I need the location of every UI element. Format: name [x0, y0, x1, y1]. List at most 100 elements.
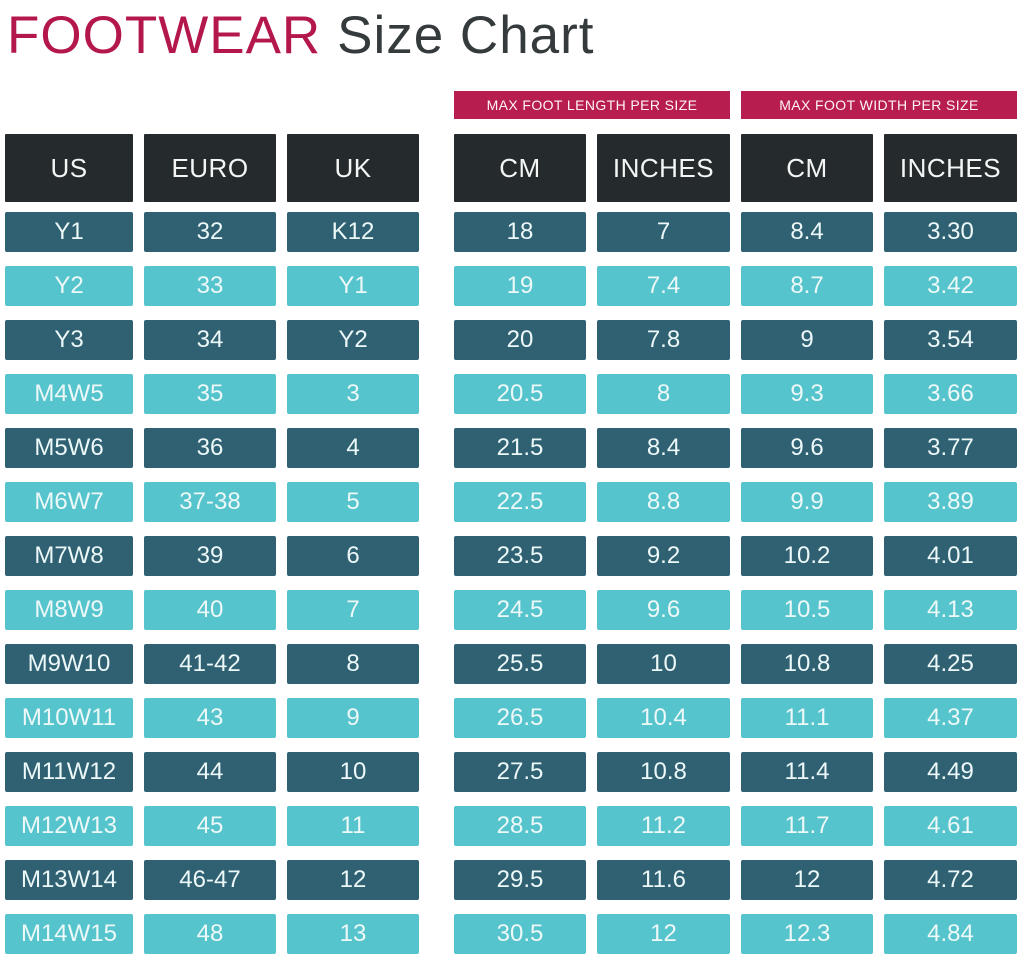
cell-uk: 6: [287, 536, 419, 577]
cell-width-cm: 8.7: [741, 266, 873, 307]
cell-length-in: 9.6: [597, 590, 730, 631]
cell-euro: 36: [144, 428, 276, 469]
cell-width-in: 4.84: [884, 914, 1017, 955]
page-title: FOOTWEAR Size Chart: [7, 6, 1024, 65]
cell-width-in: 4.25: [884, 644, 1017, 685]
table-row: M6W7 37-38 5 22.5 8.8 9.9 3.89: [5, 482, 1024, 523]
cell-length-cm: 27.5: [454, 752, 586, 793]
table-row: M5W6 36 4 21.5 8.4 9.6 3.77: [5, 428, 1024, 469]
cell-width-in: 3.89: [884, 482, 1017, 523]
cell-width-cm: 10.8: [741, 644, 873, 685]
cell-width-cm: 11.4: [741, 752, 873, 793]
cell-euro: 34: [144, 320, 276, 361]
cell-euro: 35: [144, 374, 276, 415]
cell-width-cm: 9: [741, 320, 873, 361]
cell-us: Y3: [5, 320, 133, 361]
cell-us: M4W5: [5, 374, 133, 415]
cell-us: Y2: [5, 266, 133, 307]
cell-length-cm: 30.5: [454, 914, 586, 955]
cell-euro: 48: [144, 914, 276, 955]
cell-width-cm: 9.9: [741, 482, 873, 523]
cell-euro: 41-42: [144, 644, 276, 685]
group-banner-row: MAX FOOT LENGTH PER SIZE MAX FOOT WIDTH …: [5, 91, 1024, 120]
cell-length-cm: 26.5: [454, 698, 586, 739]
cell-width-cm: 11.7: [741, 806, 873, 847]
cell-uk: 10: [287, 752, 419, 793]
cell-length-cm: 20.5: [454, 374, 586, 415]
cell-uk: Y1: [287, 266, 419, 307]
table-row: M12W13 45 11 28.5 11.2 11.7 4.61: [5, 806, 1024, 847]
cell-uk: Y2: [287, 320, 419, 361]
cell-width-in: 4.01: [884, 536, 1017, 577]
column-header-us: US: [5, 134, 133, 203]
cell-uk: 5: [287, 482, 419, 523]
cell-euro: 44: [144, 752, 276, 793]
cell-euro: 43: [144, 698, 276, 739]
cell-us: M10W11: [5, 698, 133, 739]
cell-length-cm: 24.5: [454, 590, 586, 631]
cell-length-cm: 28.5: [454, 806, 586, 847]
cell-us: M9W10: [5, 644, 133, 685]
cell-length-in: 12: [597, 914, 730, 955]
cell-uk: 12: [287, 860, 419, 901]
cell-length-in: 7.4: [597, 266, 730, 307]
cell-width-cm: 9.3: [741, 374, 873, 415]
cell-width-in: 3.66: [884, 374, 1017, 415]
table-row: M4W5 35 3 20.5 8 9.3 3.66: [5, 374, 1024, 415]
cell-width-in: 3.77: [884, 428, 1017, 469]
column-header-row: US EURO UK CM INCHES CM INCHES: [5, 134, 1024, 203]
cell-length-cm: 21.5: [454, 428, 586, 469]
cell-width-cm: 10.2: [741, 536, 873, 577]
table-row: M10W11 43 9 26.5 10.4 11.1 4.37: [5, 698, 1024, 739]
cell-length-in: 11.2: [597, 806, 730, 847]
cell-length-cm: 23.5: [454, 536, 586, 577]
banner-max-foot-length: MAX FOOT LENGTH PER SIZE: [454, 91, 730, 120]
cell-length-in: 10: [597, 644, 730, 685]
cell-width-in: 4.72: [884, 860, 1017, 901]
cell-width-in: 4.37: [884, 698, 1017, 739]
table-row: M7W8 39 6 23.5 9.2 10.2 4.01: [5, 536, 1024, 577]
cell-uk: 7: [287, 590, 419, 631]
cell-width-in: 3.54: [884, 320, 1017, 361]
table-row: M11W12 44 10 27.5 10.8 11.4 4.49: [5, 752, 1024, 793]
cell-length-cm: 25.5: [454, 644, 586, 685]
cell-length-in: 9.2: [597, 536, 730, 577]
cell-us: M14W15: [5, 914, 133, 955]
cell-uk: 13: [287, 914, 419, 955]
cell-uk: 8: [287, 644, 419, 685]
cell-width-cm: 10.5: [741, 590, 873, 631]
cell-length-cm: 29.5: [454, 860, 586, 901]
cell-euro: 37-38: [144, 482, 276, 523]
table-row: Y1 32 K12 18 7 8.4 3.30: [5, 212, 1024, 253]
banner-max-foot-width: MAX FOOT WIDTH PER SIZE: [741, 91, 1017, 120]
table-row: M9W10 41-42 8 25.5 10 10.8 4.25: [5, 644, 1024, 685]
cell-euro: 46-47: [144, 860, 276, 901]
table-row: M13W14 46-47 12 29.5 11.6 12 4.72: [5, 860, 1024, 901]
cell-width-in: 3.42: [884, 266, 1017, 307]
cell-uk: 11: [287, 806, 419, 847]
table-row: M14W15 48 13 30.5 12 12.3 4.84: [5, 914, 1024, 955]
cell-width-cm: 12.3: [741, 914, 873, 955]
cell-width-cm: 11.1: [741, 698, 873, 739]
cell-us: M8W9: [5, 590, 133, 631]
cell-us: M5W6: [5, 428, 133, 469]
cell-length-cm: 22.5: [454, 482, 586, 523]
cell-length-in: 10.8: [597, 752, 730, 793]
cell-length-cm: 19: [454, 266, 586, 307]
cell-euro: 45: [144, 806, 276, 847]
cell-width-cm: 8.4: [741, 212, 873, 253]
cell-width-in: 4.61: [884, 806, 1017, 847]
cell-length-cm: 20: [454, 320, 586, 361]
cell-length-in: 8.4: [597, 428, 730, 469]
cell-length-in: 8.8: [597, 482, 730, 523]
cell-length-in: 11.6: [597, 860, 730, 901]
cell-us: M11W12: [5, 752, 133, 793]
cell-uk: 3: [287, 374, 419, 415]
cell-width-in: 4.13: [884, 590, 1017, 631]
cell-euro: 32: [144, 212, 276, 253]
cell-euro: 33: [144, 266, 276, 307]
column-header-euro: EURO: [144, 134, 276, 203]
title-accent: FOOTWEAR: [7, 6, 322, 65]
cell-length-cm: 18: [454, 212, 586, 253]
table-row: M8W9 40 7 24.5 9.6 10.5 4.13: [5, 590, 1024, 631]
